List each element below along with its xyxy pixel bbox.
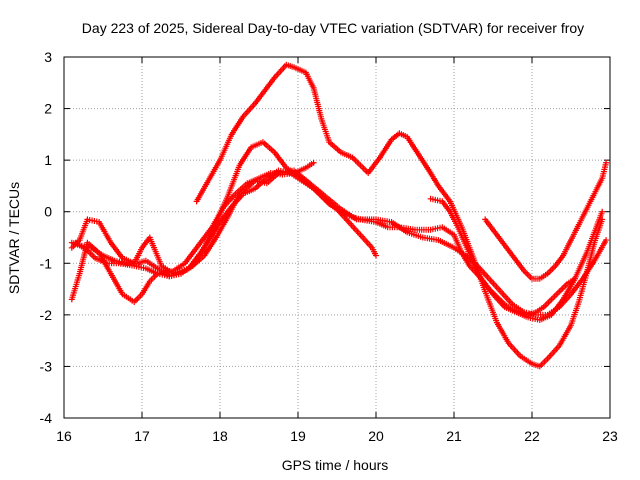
x-tick-label: 17 (134, 428, 150, 444)
series-arc-6 (482, 159, 610, 282)
data-point-markers (68, 167, 379, 277)
data-point-markers (427, 195, 578, 318)
series-arc-4 (68, 167, 379, 277)
x-axis-label: GPS time / hours (282, 457, 389, 473)
series-arc-7 (427, 195, 578, 318)
y-tick-label: 2 (44, 101, 52, 117)
chart-title: Day 223 of 2025, Sidereal Day-to-day VTE… (82, 20, 584, 36)
axis-ticks (63, 56, 611, 419)
x-tick-label: 19 (290, 428, 306, 444)
y-tick-label: -3 (40, 358, 53, 374)
series-arc-3 (68, 167, 610, 318)
y-tick-label: 1 (44, 152, 52, 168)
y-tick-label: -4 (40, 410, 53, 426)
y-tick-label: -1 (40, 255, 53, 271)
x-tick-label: 18 (212, 428, 228, 444)
series-arc-2 (68, 139, 606, 323)
x-tick-label: 20 (368, 428, 384, 444)
x-tick-label: 22 (524, 428, 540, 444)
x-tick-labels: 16 17 18 19 20 21 22 23 (56, 428, 618, 444)
y-tick-labels: -4 -3 -2 -1 0 1 2 3 (40, 49, 53, 426)
y-axis-label: SDTVAR / TECUs (6, 182, 22, 294)
data-markers (68, 61, 610, 370)
data-point-markers (193, 61, 606, 370)
data-point-markers (68, 167, 610, 318)
x-tick-label: 21 (446, 428, 462, 444)
y-tick-label: 0 (44, 204, 52, 220)
data-point-markers (482, 159, 610, 282)
x-tick-label: 16 (56, 428, 72, 444)
y-tick-label: -2 (40, 307, 53, 323)
data-point-markers (68, 139, 606, 323)
x-tick-label: 23 (602, 428, 618, 444)
series-arc-5 (193, 61, 606, 370)
plot-frame (63, 56, 611, 419)
y-tick-label: 3 (44, 49, 52, 65)
